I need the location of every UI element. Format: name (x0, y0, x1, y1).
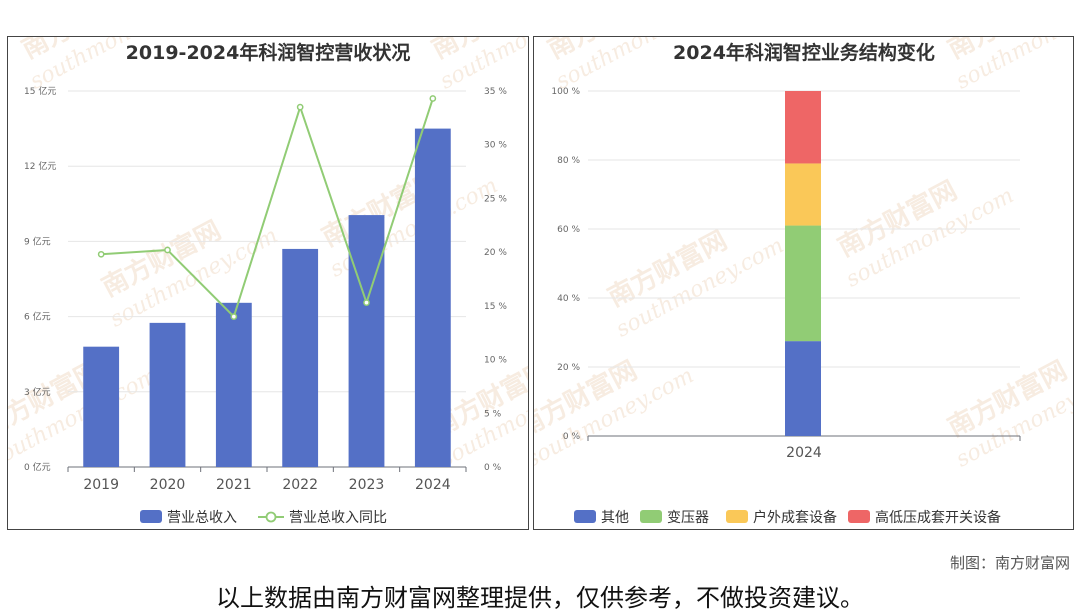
yoy-growth-point (363, 299, 370, 306)
x-tick-label: 2019 (83, 477, 119, 493)
x-tick-label: 2024 (786, 445, 822, 461)
y-right-tick-label: 10 % (484, 356, 507, 366)
legend-label: 变压器 (667, 510, 709, 526)
y-left-tick-label: 6 亿元 (24, 311, 51, 323)
legend-swatch (574, 510, 596, 523)
y-left-tick-label: 0 亿元 (24, 461, 51, 473)
x-tick-label: 2023 (349, 477, 385, 493)
legend-swatch-yoy-marker (265, 511, 277, 523)
revenue-bar (215, 302, 252, 467)
stacked-bar-segment (785, 91, 821, 164)
x-tick-label: 2020 (150, 477, 186, 493)
yoy-growth-point (97, 250, 105, 258)
legend-label-yoy: 营业总收入同比 (289, 510, 387, 526)
y-left-tick-label: 12 亿元 (24, 160, 56, 172)
yoy-growth-point (230, 313, 238, 320)
y-tick-label: 0 % (563, 432, 581, 442)
y-right-tick-label: 30 % (484, 141, 507, 151)
legend-label: 高低压成套开关设备 (875, 509, 1001, 526)
revenue-bar (348, 215, 385, 467)
legend-swatch (726, 510, 748, 523)
yoy-growth-point (164, 246, 171, 254)
y-tick-label: 100 % (551, 87, 580, 97)
y-right-tick-label: 0 % (484, 463, 502, 473)
yoy-growth-point (296, 103, 304, 111)
yoy-growth-line (101, 98, 434, 319)
y-tick-label: 60 % (557, 225, 580, 235)
revenue-bar (282, 248, 319, 467)
stacked-bar-segment (785, 163, 821, 226)
y-tick-label: 40 % (557, 294, 580, 304)
revenue-bar (83, 346, 120, 467)
y-left-tick-label: 15 亿元 (24, 85, 56, 97)
y-left-tick-label: 3 亿元 (24, 386, 51, 398)
yoy-growth-point (429, 95, 437, 102)
chart-title: 2019-2024年科润智控营收状况 (126, 41, 411, 64)
legend-swatch (848, 510, 870, 523)
y-right-tick-label: 5 % (484, 409, 502, 419)
revenue-bar (149, 322, 186, 467)
y-right-tick-label: 35 % (484, 87, 507, 97)
y-right-tick-label: 20 % (484, 248, 507, 258)
legend-label: 户外成套设备 (753, 509, 837, 526)
y-tick-label: 80 % (557, 156, 580, 166)
stacked-bar-segment (785, 341, 821, 436)
chart-title: 2024年科润智控业务结构变化 (673, 41, 935, 64)
legend-label: 其他 (601, 510, 629, 526)
y-right-tick-label: 25 % (484, 194, 507, 204)
x-tick-label: 2024 (415, 477, 451, 493)
y-right-tick-label: 15 % (484, 302, 507, 312)
chart-credit: 制图：南方财富网 (949, 554, 1070, 572)
legend-swatch (640, 510, 662, 523)
legend-swatch-revenue (140, 510, 162, 523)
stacked-bar-segment (785, 225, 821, 342)
disclaimer-text: 以上数据由南方财富网整理提供，仅供参考，不做投资建议。 (216, 584, 864, 612)
y-left-tick-label: 9 亿元 (24, 235, 51, 247)
y-tick-label: 20 % (557, 363, 580, 373)
x-tick-label: 2021 (216, 477, 252, 493)
x-tick-label: 2022 (282, 477, 318, 493)
revenue-bar (414, 128, 451, 467)
legend-label-revenue: 营业总收入 (167, 510, 237, 526)
